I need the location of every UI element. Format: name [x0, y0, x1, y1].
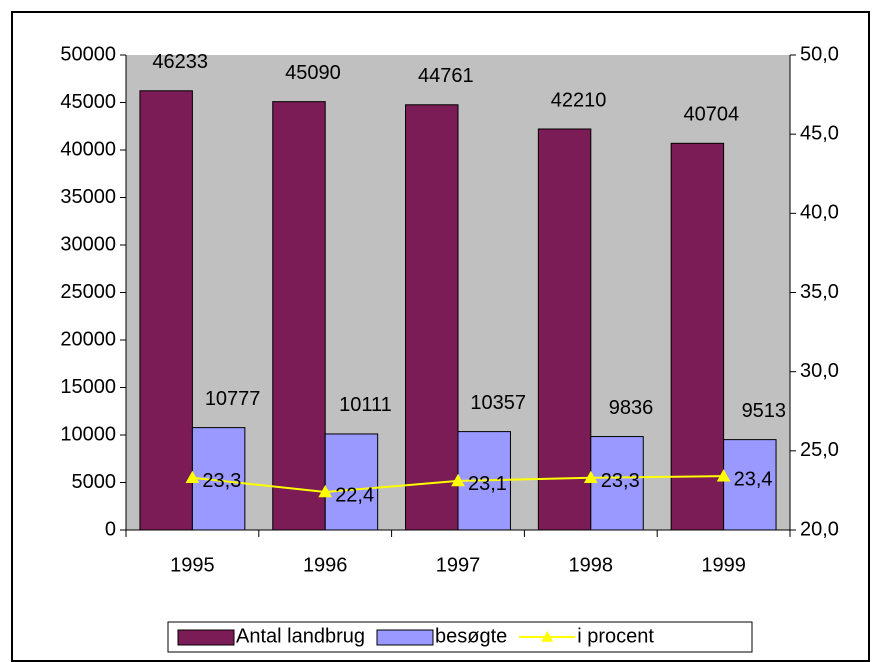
data-label: 9836	[609, 397, 654, 419]
y2-tick-label: 40,0	[800, 202, 839, 224]
data-label: 23,3	[202, 470, 241, 492]
legend-label: Antal landbrug	[236, 625, 365, 647]
bar	[590, 436, 644, 531]
legend-swatch	[376, 629, 434, 646]
y-tick-label: 35000	[60, 186, 116, 208]
bar	[405, 104, 459, 531]
y-tick-label: 5000	[72, 471, 117, 493]
y-tick-label: 50000	[60, 43, 116, 65]
x-tick-label: 1998	[569, 554, 614, 576]
y2-tick-label: 50,0	[800, 43, 839, 65]
data-label: 45090	[285, 62, 341, 84]
data-label: 10357	[470, 392, 526, 414]
y2-tick-label: 30,0	[800, 360, 839, 382]
bar	[723, 439, 777, 531]
y-tick-label: 40000	[60, 138, 116, 160]
line-marker	[185, 470, 200, 484]
bar	[324, 433, 379, 531]
line-marker	[716, 469, 731, 482]
y-tick-label: 15000	[60, 376, 116, 398]
data-label: 23,1	[468, 473, 507, 495]
data-label: 42210	[551, 89, 607, 111]
data-label: 10111	[339, 394, 392, 416]
y2-tick-label: 45,0	[800, 122, 839, 144]
x-tick-label: 1999	[701, 554, 746, 576]
y-tick-label: 30000	[60, 233, 116, 255]
legend-box	[167, 621, 753, 653]
x-tick-label: 1996	[303, 554, 348, 576]
line-marker	[318, 484, 333, 498]
legend-marker	[541, 631, 554, 642]
legend-label: i procent	[577, 625, 654, 647]
line-marker	[451, 473, 465, 487]
data-label: 23,4	[734, 468, 773, 490]
data-label: 40704	[684, 104, 740, 126]
legend-label: besøgte	[435, 625, 507, 647]
y2-tick-label: 20,0	[800, 518, 839, 540]
y-tick-label: 0	[105, 518, 116, 540]
y2-tick-label: 25,0	[800, 439, 839, 461]
data-label: 46233	[152, 51, 208, 73]
y-tick-label: 25000	[60, 281, 116, 303]
bar	[139, 90, 193, 531]
data-label: 22,4	[335, 484, 374, 506]
data-label: 10777	[205, 388, 261, 410]
y-tick-label: 20000	[60, 328, 116, 350]
bar	[272, 101, 326, 531]
bar	[670, 142, 725, 531]
line-marker	[583, 470, 598, 484]
data-label: 23,3	[601, 470, 640, 492]
y-tick-label: 45000	[60, 91, 116, 113]
bar	[537, 128, 592, 531]
data-label: 44761	[418, 65, 474, 87]
x-tick-label: 1995	[170, 554, 215, 576]
data-label: 9513	[742, 400, 787, 422]
x-tick-label: 1997	[436, 554, 481, 576]
y-tick-label: 10000	[60, 423, 116, 445]
legend-swatch	[177, 629, 235, 646]
y2-tick-label: 35,0	[800, 281, 839, 303]
